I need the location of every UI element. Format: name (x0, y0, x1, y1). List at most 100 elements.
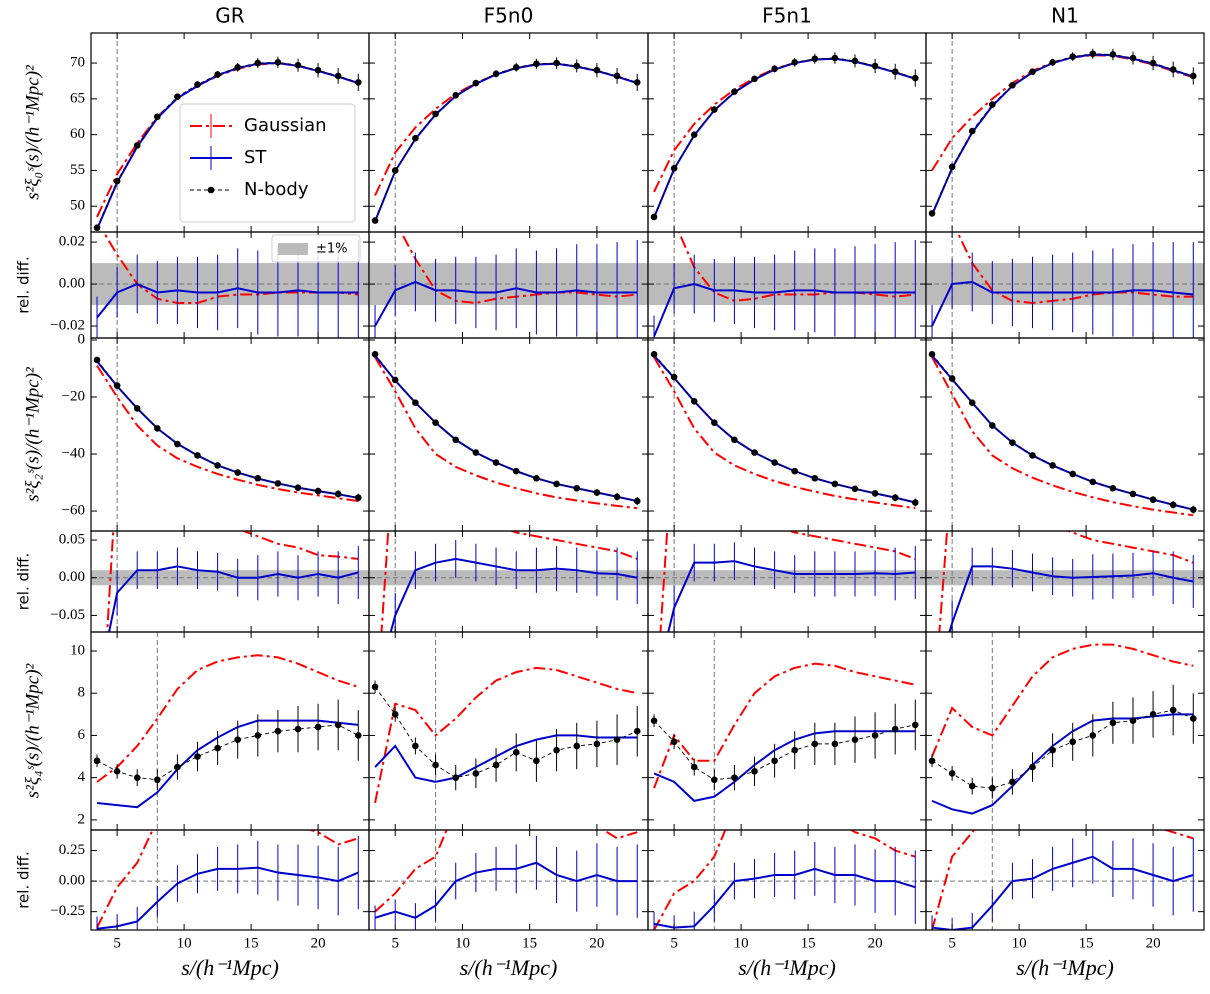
series-line (374, 666, 638, 804)
y-tick-label: −0.25 (50, 903, 85, 919)
data-point (811, 740, 819, 748)
y-tick-label: 70 (70, 55, 85, 71)
y-tick-label: 65 (70, 90, 85, 106)
data-point (731, 774, 738, 781)
data-point (553, 59, 560, 67)
data-point (472, 770, 480, 777)
series-line (653, 353, 916, 503)
data-point (751, 449, 758, 456)
series-line (653, 720, 916, 781)
data-point (1089, 478, 1097, 486)
data-point (891, 494, 899, 501)
data-point (1149, 59, 1157, 67)
series-line (374, 734, 638, 783)
data-point (93, 757, 101, 765)
x-tick-label: 15 (522, 935, 537, 951)
data-point (334, 721, 342, 729)
data-point (274, 59, 282, 66)
y-tick-label: 50 (70, 198, 85, 214)
panel (93, 632, 362, 830)
data-point (371, 350, 379, 358)
series-line (653, 867, 916, 929)
x-axis-label: s/(h⁻¹Mpc) (738, 955, 836, 980)
data-point (294, 61, 302, 69)
series-line (653, 57, 916, 219)
data-point (154, 776, 161, 784)
data-point (811, 55, 819, 63)
data-point (593, 489, 601, 496)
data-point (371, 217, 379, 224)
data-point (314, 723, 322, 731)
data-point (1069, 470, 1077, 478)
series-line (956, 232, 1194, 304)
x-tick-label: 15 (1079, 935, 1094, 951)
data-point (1029, 452, 1036, 459)
series-line (931, 355, 1194, 511)
data-point (1109, 484, 1117, 492)
panel (928, 338, 1197, 531)
data-point (274, 727, 282, 735)
y-tick-label: 8 (78, 685, 86, 701)
data-point (113, 177, 121, 185)
panel-frame (647, 32, 927, 233)
data-point (650, 213, 658, 221)
data-point (989, 101, 996, 108)
series-line (931, 830, 1194, 930)
data-point (1149, 496, 1157, 503)
data-point (174, 763, 181, 771)
data-point (391, 376, 399, 384)
series-line (374, 830, 638, 913)
column-title: F5n0 (484, 4, 534, 28)
data-point (472, 449, 480, 456)
series-line (931, 280, 1194, 327)
data-point (533, 757, 540, 765)
data-point (1189, 506, 1197, 513)
data-point (432, 419, 439, 426)
data-point (452, 774, 460, 781)
data-point (650, 350, 658, 358)
data-point (650, 717, 658, 724)
data-point (452, 436, 460, 444)
series-line (374, 353, 638, 502)
data-point (811, 474, 819, 482)
panel (371, 33, 641, 232)
series-line (653, 356, 916, 510)
data-point (1089, 50, 1097, 58)
data-point (948, 375, 956, 382)
series-line (96, 282, 359, 319)
data-point (613, 736, 621, 743)
panel-frame (647, 337, 927, 532)
data-point (274, 480, 282, 487)
series-line (653, 57, 916, 193)
legend-label: Gaussian (244, 115, 327, 136)
data-point (1029, 763, 1036, 771)
data-point (93, 356, 101, 364)
data-point (711, 419, 718, 426)
data-point (1169, 66, 1177, 73)
data-point (214, 71, 221, 78)
panel (91, 830, 369, 930)
data-point (711, 776, 718, 784)
data-point (791, 467, 799, 475)
data-point (573, 62, 581, 70)
data-point (1049, 59, 1056, 66)
data-point (871, 732, 879, 739)
data-point (1009, 439, 1016, 446)
panel (369, 830, 648, 930)
y-tick-label: 0.00 (59, 569, 85, 585)
series-line (380, 531, 638, 632)
data-point (989, 784, 996, 792)
data-point (371, 683, 379, 691)
series-line (938, 531, 1194, 632)
data-point (113, 768, 121, 775)
data-point (1109, 719, 1117, 727)
data-point (731, 436, 738, 444)
series-line (931, 709, 1194, 789)
data-point (294, 725, 302, 733)
data-point (948, 163, 956, 171)
data-point (174, 440, 181, 448)
legend-label: N-body (244, 179, 309, 200)
data-point (391, 167, 399, 174)
data-point (948, 770, 956, 777)
series-line (374, 62, 638, 196)
